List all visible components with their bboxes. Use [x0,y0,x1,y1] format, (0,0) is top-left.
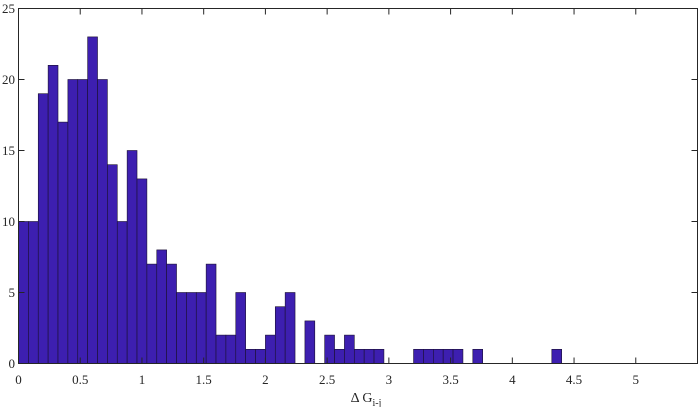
histogram-bar [77,79,88,364]
histogram-bar [324,334,335,364]
x-tick-label: 5 [633,372,640,387]
histogram-bar [245,348,256,364]
histogram-bar [353,348,365,364]
histogram-bar [28,221,39,364]
y-tick-label: 20 [2,72,15,87]
histogram-bar [344,334,355,364]
histogram-bar [215,334,227,364]
y-tick-label: 0 [9,356,16,371]
bars-layer [18,36,562,364]
x-tick-label: 0 [15,372,22,387]
x-tick-label: 1 [139,372,146,387]
x-axis-label-main: Δ G [351,391,373,406]
histogram-bar [116,221,128,364]
histogram-bar [37,93,49,364]
histogram-bar [363,348,375,364]
y-tick-label: 25 [2,1,15,16]
histogram-bar [126,150,138,364]
x-axis-ticks: 0 0.5 1 1.5 2 2.5 3 3.5 4 4.5 5 [15,8,640,387]
x-tick-label: 3 [386,372,393,387]
histogram-bar [472,348,483,364]
histogram-bar [334,348,345,364]
histogram-bar [413,348,424,364]
y-tick-label: 5 [9,285,16,300]
x-tick-label: 4.5 [566,372,582,387]
x-tick-label: 2 [262,372,269,387]
histogram-bar [265,334,276,364]
histogram-bar [87,36,98,364]
y-tick-label: 15 [2,143,15,158]
plot-frame [18,8,698,364]
histogram-bar [136,178,148,364]
histogram-bar [186,292,197,364]
histogram-bar [423,348,434,364]
histogram-bar [433,348,444,364]
histogram-bar [205,263,217,364]
y-tick-label: 10 [2,214,15,229]
x-tick-label: 2.5 [319,372,335,387]
histogram-bar [304,320,316,364]
histogram-bar [551,348,562,364]
histogram-bar [176,292,187,364]
x-tick-label: 1.5 [196,372,212,387]
x-tick-label: 4 [509,372,516,387]
histogram-bar [146,263,158,364]
histogram-bar [67,79,79,364]
histogram-bar [195,292,207,364]
histogram-bar [235,292,246,364]
histogram-bar [166,263,177,364]
y-axis-ticks: 0 5 10 15 20 25 [2,1,698,371]
x-axis-label-subscript: i-j [372,398,381,407]
histogram-bar [156,249,167,364]
x-tick-label: 3.5 [442,372,458,387]
histogram-bar [57,121,69,364]
x-axis-label: Δ Gi-j [351,391,382,407]
histogram-bar [47,65,59,364]
histogram-bar [442,348,454,364]
x-tick-label: 0.5 [72,372,88,387]
histogram-bar [255,348,266,364]
histogram-bar [284,292,296,364]
histogram-bar [274,306,286,364]
histogram-bar [97,79,108,364]
histogram-bar [373,348,385,364]
histogram-bar [452,348,464,364]
histogram-bar [225,334,237,364]
histogram-bar [107,164,118,364]
